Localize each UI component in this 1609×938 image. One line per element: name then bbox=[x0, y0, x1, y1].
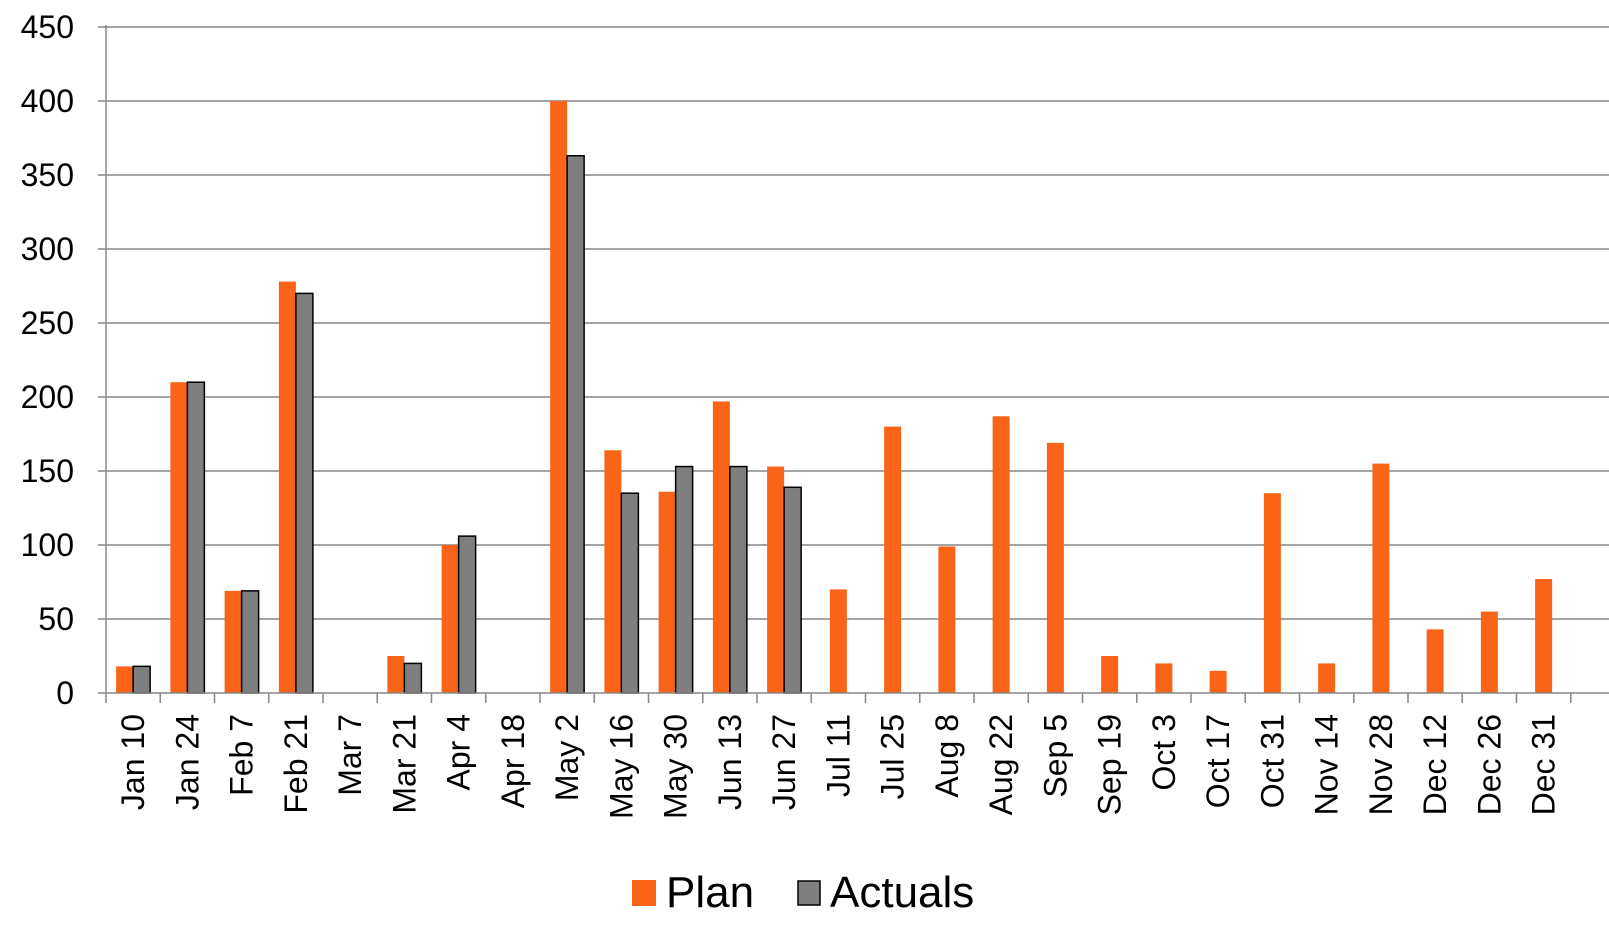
bar-actuals bbox=[457, 535, 477, 694]
legend: Plan Actuals bbox=[632, 868, 974, 917]
bar-plan bbox=[658, 491, 676, 693]
y-tick-label: 0 bbox=[56, 675, 74, 711]
x-tick-label: Mar 21 bbox=[386, 714, 422, 814]
bar-plan bbox=[1480, 611, 1498, 693]
bar-plan bbox=[884, 426, 902, 693]
bar-plan bbox=[170, 382, 188, 693]
bar-actuals bbox=[566, 155, 585, 694]
x-tick-label: Jan 24 bbox=[169, 714, 205, 810]
y-tick-label: 150 bbox=[21, 453, 74, 489]
legend-swatch-plan bbox=[632, 880, 656, 906]
bar-plan bbox=[1318, 663, 1336, 693]
bar-actuals bbox=[186, 381, 206, 694]
bar-plan bbox=[550, 101, 568, 693]
x-tick-label: Dec 26 bbox=[1471, 714, 1507, 815]
bar-actuals bbox=[674, 465, 694, 694]
x-tick-label: Apr 18 bbox=[495, 714, 531, 808]
bar-plan bbox=[1372, 463, 1390, 693]
x-tick-label: Mar 7 bbox=[332, 714, 368, 796]
bar-plan bbox=[1263, 493, 1281, 693]
axes bbox=[98, 25, 1609, 703]
bar-plan bbox=[992, 416, 1010, 693]
bar-actuals bbox=[240, 590, 260, 694]
bar-plan bbox=[278, 281, 296, 693]
x-tick-label: Jun 13 bbox=[712, 714, 748, 810]
x-tick-label: Jul 11 bbox=[820, 714, 856, 797]
bar-plan bbox=[767, 466, 785, 693]
x-tick-label: Feb 7 bbox=[224, 714, 260, 796]
bar-plan bbox=[712, 401, 730, 693]
bar-actuals bbox=[295, 292, 314, 694]
x-tick-label: Oct 31 bbox=[1254, 714, 1290, 808]
bar-plan bbox=[604, 450, 622, 693]
y-tick-label: 400 bbox=[21, 83, 74, 119]
x-tick-label: Aug 8 bbox=[929, 714, 965, 798]
x-tick-label: Apr 4 bbox=[441, 714, 477, 790]
legend-label-actuals: Actuals bbox=[830, 868, 974, 917]
gridlines bbox=[106, 26, 1609, 620]
x-tick-label: Nov 14 bbox=[1309, 714, 1345, 815]
y-axis-tick-labels: 0 50 100 150 200 250 300 350 400 450 bbox=[21, 9, 74, 711]
x-tick-label: Jul 25 bbox=[875, 714, 911, 799]
x-tick-label: Oct 17 bbox=[1200, 714, 1236, 808]
x-tick-label: Dec 31 bbox=[1526, 714, 1562, 815]
y-tick-label: 300 bbox=[21, 231, 74, 267]
bar-plan bbox=[1046, 442, 1064, 693]
x-tick-label: May 16 bbox=[603, 714, 639, 819]
bar-plan bbox=[1535, 579, 1553, 693]
bar-plan bbox=[387, 656, 405, 693]
x-tick-label: Nov 28 bbox=[1363, 714, 1399, 815]
x-tick-label: Oct 3 bbox=[1146, 714, 1182, 790]
x-tick-label: Feb 21 bbox=[278, 714, 314, 814]
x-tick-label: Aug 22 bbox=[983, 714, 1019, 815]
x-tick-label: Sep 19 bbox=[1092, 714, 1128, 815]
x-tick-label: May 30 bbox=[658, 714, 694, 819]
bar-actuals bbox=[132, 665, 151, 694]
bar-plan bbox=[938, 546, 956, 693]
x-tick-label: Dec 12 bbox=[1417, 714, 1453, 815]
x-tick-label: Jun 27 bbox=[766, 714, 802, 810]
x-tick-label: Jan 10 bbox=[115, 714, 151, 810]
y-tick-label: 200 bbox=[21, 379, 74, 415]
bar-plan bbox=[224, 590, 242, 693]
bar-plan bbox=[1426, 629, 1444, 693]
bar-plan bbox=[1155, 663, 1173, 693]
x-tick-label: May 2 bbox=[549, 714, 585, 801]
y-tick-label: 50 bbox=[38, 601, 74, 637]
bar-plan bbox=[829, 589, 847, 693]
bar-plan bbox=[1209, 670, 1227, 693]
bar-actuals bbox=[620, 492, 640, 694]
y-tick-label: 450 bbox=[21, 9, 74, 45]
bar-plan bbox=[441, 545, 459, 693]
bar-actuals bbox=[729, 465, 748, 694]
y-tick-label: 100 bbox=[21, 527, 74, 563]
bar-plan bbox=[1101, 656, 1119, 693]
bar-actuals bbox=[783, 486, 802, 694]
y-tick-label: 250 bbox=[21, 305, 74, 341]
bar-actuals bbox=[403, 662, 423, 694]
y-tick-label: 350 bbox=[21, 157, 74, 193]
legend-swatch-actuals bbox=[797, 880, 821, 906]
x-axis-tick-labels: Jan 10 Jan 24 Feb 7 Feb 21 Mar 7 Mar 21 Apr 4 A… bbox=[115, 714, 1562, 819]
x-tick-label: Sep 5 bbox=[1037, 714, 1073, 798]
bar-plan bbox=[116, 666, 134, 693]
legend-label-plan: Plan bbox=[666, 868, 754, 917]
